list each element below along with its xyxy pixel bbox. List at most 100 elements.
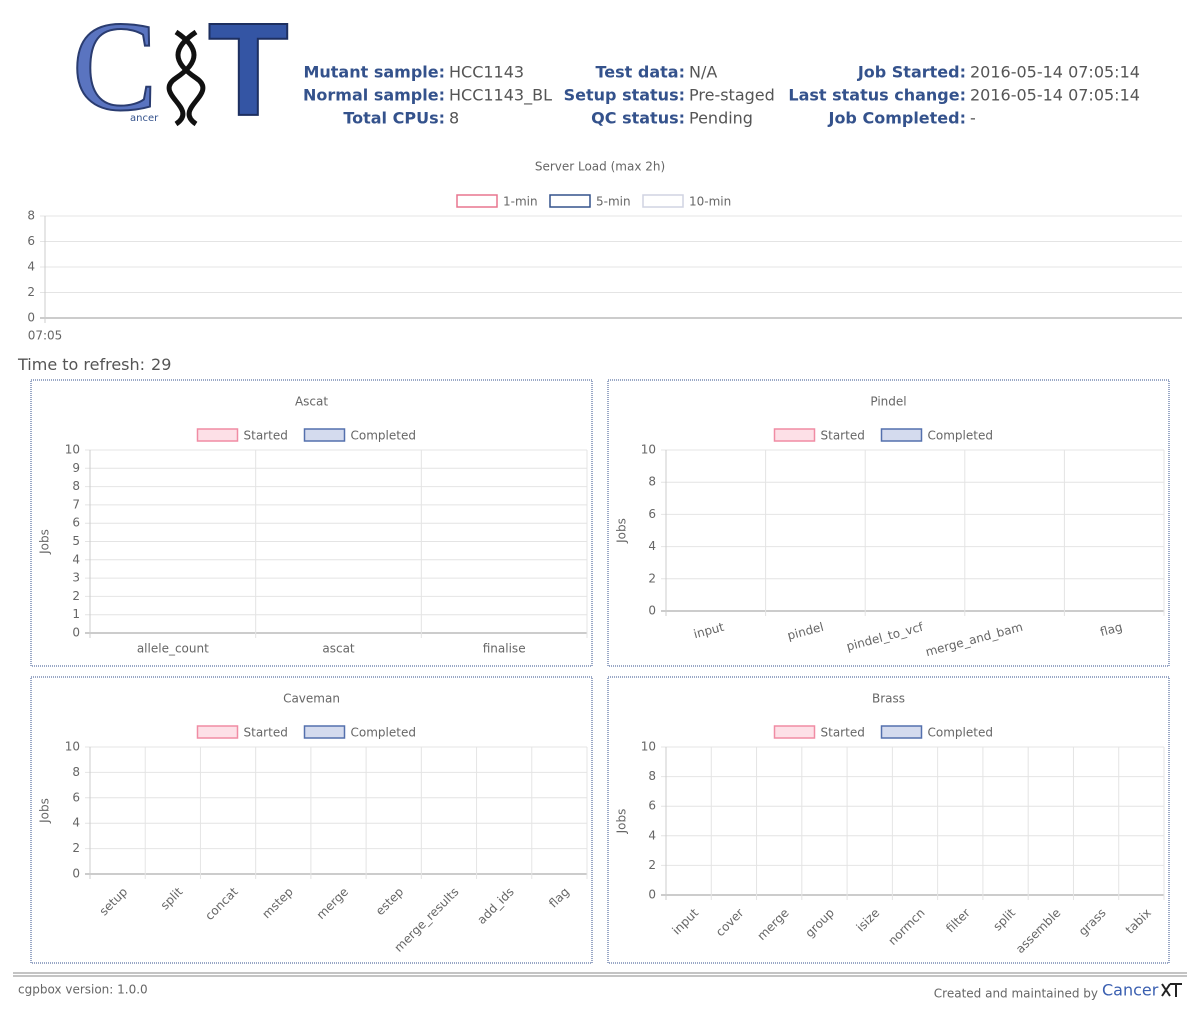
x-tick-label: isize <box>854 906 883 935</box>
legend-label: Completed <box>351 429 416 443</box>
x-tick-label: split <box>158 884 186 912</box>
y-tick-label: 8 <box>72 479 80 493</box>
field-value: 2016-05-14 07:05:14 <box>970 63 1140 82</box>
y-tick-label: 10 <box>641 740 656 754</box>
brand: Cancer <box>1102 981 1159 1000</box>
x-tick-label: split <box>990 905 1018 933</box>
y-tick-label: 4 <box>648 539 656 553</box>
y-tick-label: 6 <box>648 799 656 813</box>
chart-title: Caveman <box>283 692 340 706</box>
refresh: Time to refresh: 29 <box>17 355 171 374</box>
y-tick-label: 8 <box>648 769 656 783</box>
y-tick-label: 6 <box>648 507 656 521</box>
chart: Ascat Started Completed 0 1 2 3 4 5 6 7 8 9 10 Jobs all… <box>30 379 593 667</box>
field-value: Pre-staged <box>689 86 775 105</box>
y-tick-label: 2 <box>72 589 80 603</box>
logo-helix <box>175 29 206 127</box>
field-label: QC status: <box>591 109 685 128</box>
field-value: 8 <box>449 109 459 128</box>
legend-swatch <box>880 428 923 442</box>
x-tick-label: 07:05 <box>28 329 63 343</box>
legend-swatch <box>303 725 346 739</box>
field-value: Pending <box>689 109 753 128</box>
legend-swatch <box>880 725 923 739</box>
field-label: Job Started: <box>857 63 966 82</box>
y-tick-label: 4 <box>72 816 80 830</box>
logo-small: ancer <box>130 113 159 124</box>
y-tick-label: 0 <box>648 604 656 618</box>
x-tick-label: concat <box>202 884 241 923</box>
field-value: - <box>970 109 976 128</box>
y-tick-label: 4 <box>648 828 656 842</box>
y-tick-label: 4 <box>72 552 80 566</box>
y-tick-label: 0 <box>648 888 656 902</box>
field-value: HCC1143 <box>449 63 524 82</box>
chart-title: Brass <box>872 692 905 706</box>
x-tick-label: input <box>692 620 726 642</box>
y-axis-label: Jobs <box>615 518 629 544</box>
x-tick-label: merge <box>314 885 351 922</box>
y-tick-label: 1 <box>72 607 80 621</box>
logo-helix <box>166 29 197 127</box>
legend-label: 5-min <box>596 195 631 209</box>
x-tick-label: pindel_to_vcf <box>845 620 926 654</box>
x-tick-label: grass <box>1076 906 1109 939</box>
y-tick-label: 8 <box>27 209 35 223</box>
field-label: Test data: <box>596 63 685 82</box>
credit: Created and maintained by <box>934 987 1098 1001</box>
legend-label: Completed <box>928 726 993 740</box>
field-label: Total CPUs: <box>343 109 445 128</box>
field-label: Last status change: <box>788 86 966 105</box>
y-tick-label: 2 <box>648 571 656 585</box>
x-tick-label: flag <box>546 885 572 911</box>
x-tick-label: ascat <box>322 642 355 656</box>
x-tick-label: mstep <box>259 885 296 922</box>
legend-swatch <box>456 194 498 208</box>
version: cgpbox version: 1.0.0 <box>18 983 148 997</box>
brand-mark <box>1161 983 1182 997</box>
y-tick-label: 0 <box>27 311 35 325</box>
y-tick-label: 6 <box>27 234 35 248</box>
chart-title: Pindel <box>870 395 906 409</box>
x-tick-label: finalise <box>483 642 526 656</box>
x-tick-label: pindel <box>786 620 825 643</box>
field-value: N/A <box>689 63 717 82</box>
x-tick-label: tabix <box>1123 906 1154 937</box>
y-tick-label: 6 <box>72 516 80 530</box>
field-label: Mutant sample: <box>303 63 445 82</box>
x-tick-label: flag <box>1098 620 1123 639</box>
chart: Pindel Started Completed 0 2 4 6 8 10 Jobs input pi… <box>607 379 1170 667</box>
y-axis-label: Jobs <box>615 809 629 835</box>
legend-label: Started <box>244 726 288 740</box>
field-label: Setup status: <box>564 86 685 105</box>
y-tick-label: 4 <box>27 260 35 274</box>
field-value: HCC1143_BL <box>449 86 552 106</box>
legend-label: Started <box>821 429 865 443</box>
legend-label: Completed <box>351 726 416 740</box>
y-tick-label: 2 <box>648 858 656 872</box>
legend-label: 1-min <box>503 195 538 209</box>
x-tick-label: normcn <box>885 906 927 948</box>
y-axis-label: Jobs <box>38 798 52 824</box>
x-tick-label: estep <box>373 885 406 918</box>
logo: C ancer T <box>71 0 290 144</box>
legend-swatch <box>773 725 816 739</box>
y-tick-label: 2 <box>72 841 80 855</box>
chart-panel <box>607 379 1170 667</box>
legend-swatch <box>303 428 346 442</box>
x-tick-label: filter <box>943 906 973 936</box>
legend-swatch <box>642 194 684 208</box>
chart-panel <box>30 676 593 964</box>
refresh-label: Time to refresh: <box>17 355 145 374</box>
x-tick-label: assemble <box>1013 906 1063 956</box>
y-tick-label: 10 <box>641 443 656 457</box>
legend-swatch <box>196 725 239 739</box>
chart-title: Ascat <box>295 395 328 409</box>
y-tick-label: 10 <box>65 740 80 754</box>
refresh-value: 29 <box>151 355 171 374</box>
chart: Brass Started Completed 0 2 4 6 8 10 Jobs input cov… <box>607 676 1170 964</box>
x-tick-label: merge <box>754 906 791 943</box>
x-tick-label: allele_count <box>137 642 209 656</box>
y-tick-label: 7 <box>72 497 80 511</box>
